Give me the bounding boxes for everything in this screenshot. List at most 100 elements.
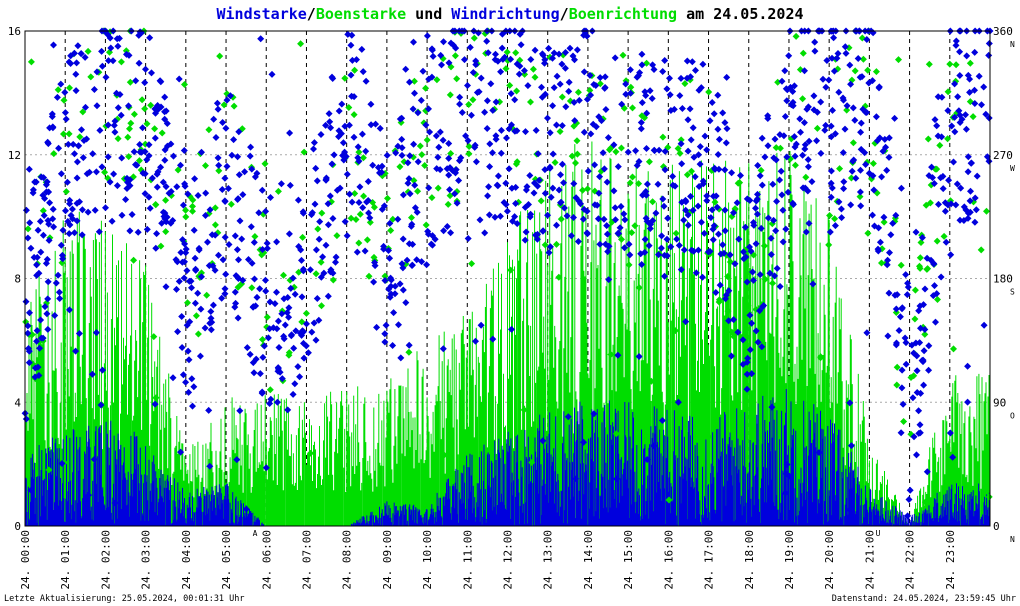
wind-direction-point — [404, 179, 412, 187]
wind-direction-point — [96, 126, 104, 134]
title-slash-1: / — [307, 5, 316, 23]
gust-direction-point — [317, 258, 325, 266]
wind-direction-point — [340, 156, 348, 164]
wind-direction-point — [973, 172, 981, 180]
wind-direction-point — [235, 128, 243, 136]
wind-direction-point — [590, 410, 598, 418]
wind-direction-point — [709, 236, 717, 244]
wind-direction-point — [708, 206, 716, 214]
wind-direction-point — [39, 231, 47, 239]
wind-direction-point — [575, 197, 583, 205]
wind-direction-point — [423, 261, 431, 269]
wind-direction-point — [637, 125, 645, 133]
gust-direction-point — [465, 101, 473, 108]
wind-direction-point — [562, 49, 569, 56]
gust-direction-point — [831, 215, 839, 223]
wind-direction-point — [642, 188, 650, 195]
wind-direction-point — [41, 303, 49, 311]
wind-direction-point — [145, 141, 153, 149]
wind-direction-point — [827, 179, 835, 187]
gust-direction-point — [859, 55, 867, 63]
wind-direction-point — [250, 238, 258, 246]
wind-direction-point — [842, 49, 850, 57]
wind-direction-point — [126, 227, 134, 235]
wind-direction-point — [847, 80, 855, 88]
wind-direction-point — [108, 217, 116, 225]
wind-direction-point — [827, 193, 835, 201]
wind-direction-point — [180, 274, 188, 282]
x-tick-label: 24. 22:00 — [904, 530, 917, 590]
wind-direction-point — [616, 224, 624, 232]
wind-direction-point — [398, 151, 406, 159]
wind-direction-point — [843, 102, 851, 110]
wind-direction-point — [190, 226, 198, 234]
wind-direction-point — [250, 369, 258, 377]
gust-direction-point — [258, 251, 266, 259]
wind-direction-point — [276, 368, 284, 376]
gust-direction-point — [558, 93, 566, 101]
wind-direction-point — [769, 180, 777, 188]
wind-direction-point — [865, 79, 873, 87]
wind-direction-point — [111, 499, 119, 507]
wind-direction-point — [923, 254, 931, 262]
wind-direction-point — [823, 57, 831, 64]
wind-direction-point — [906, 486, 914, 494]
wind-direction-point — [259, 353, 267, 361]
wind-direction-point — [382, 321, 390, 329]
wind-direction-point — [358, 130, 366, 138]
wind-direction-point — [77, 50, 85, 58]
wind-direction-point — [982, 110, 990, 118]
gust-direction-point — [923, 265, 931, 273]
wind-direction-point — [34, 226, 42, 234]
wind-direction-point — [72, 87, 80, 95]
wind-direction-point — [804, 156, 812, 164]
wind-direction-point — [553, 121, 560, 129]
wind-direction-point — [643, 180, 651, 188]
gust-direction-point — [135, 157, 143, 165]
wind-direction-point — [405, 175, 413, 183]
wind-direction-point — [241, 168, 249, 176]
wind-direction-point — [829, 106, 836, 114]
wind-direction-point — [329, 215, 337, 222]
wind-direction-point — [125, 51, 133, 59]
wind-direction-point — [55, 144, 63, 152]
wind-direction-point — [184, 347, 192, 355]
wind-direction-point — [425, 184, 433, 192]
x-tick-label: 24. 11:00 — [461, 530, 474, 590]
wind-direction-point — [572, 475, 580, 483]
wind-direction-point — [753, 210, 761, 218]
wind-direction-point — [782, 470, 790, 478]
gust-direction-point — [300, 148, 308, 156]
wind-direction-point — [273, 238, 281, 246]
x-tick-label: 24. 00:00 — [19, 530, 32, 590]
wind-direction-point — [663, 235, 671, 243]
wind-direction-point — [221, 197, 229, 205]
wind-direction-point — [962, 111, 969, 119]
wind-direction-point — [538, 93, 546, 101]
wind-direction-point — [285, 304, 293, 312]
wind-direction-point — [819, 75, 827, 83]
wind-direction-point — [913, 367, 921, 375]
wind-direction-point — [601, 84, 609, 91]
wind-direction-point — [570, 214, 577, 221]
wind-direction-point — [447, 39, 455, 47]
wind-direction-point — [802, 228, 810, 236]
wind-direction-point — [213, 99, 221, 107]
wind-direction-point — [464, 137, 472, 145]
wind-direction-point — [605, 276, 613, 284]
wind-direction-point — [257, 35, 265, 43]
wind-direction-point — [689, 124, 697, 132]
wind-direction-point — [915, 407, 923, 415]
wind-direction-point — [951, 80, 959, 88]
gust-direction-point — [416, 142, 424, 150]
wind-direction-point — [891, 291, 899, 299]
x-tick-label: 24. 04:00 — [180, 530, 193, 590]
wind-direction-point — [621, 216, 629, 224]
wind-direction-point — [50, 223, 58, 231]
wind-direction-point — [831, 222, 839, 230]
wind-direction-point — [93, 102, 101, 110]
gust-direction-point — [677, 136, 685, 144]
wind-direction-point — [920, 347, 928, 355]
direction-letter: W — [1010, 164, 1015, 173]
wind-direction-point — [744, 354, 752, 362]
